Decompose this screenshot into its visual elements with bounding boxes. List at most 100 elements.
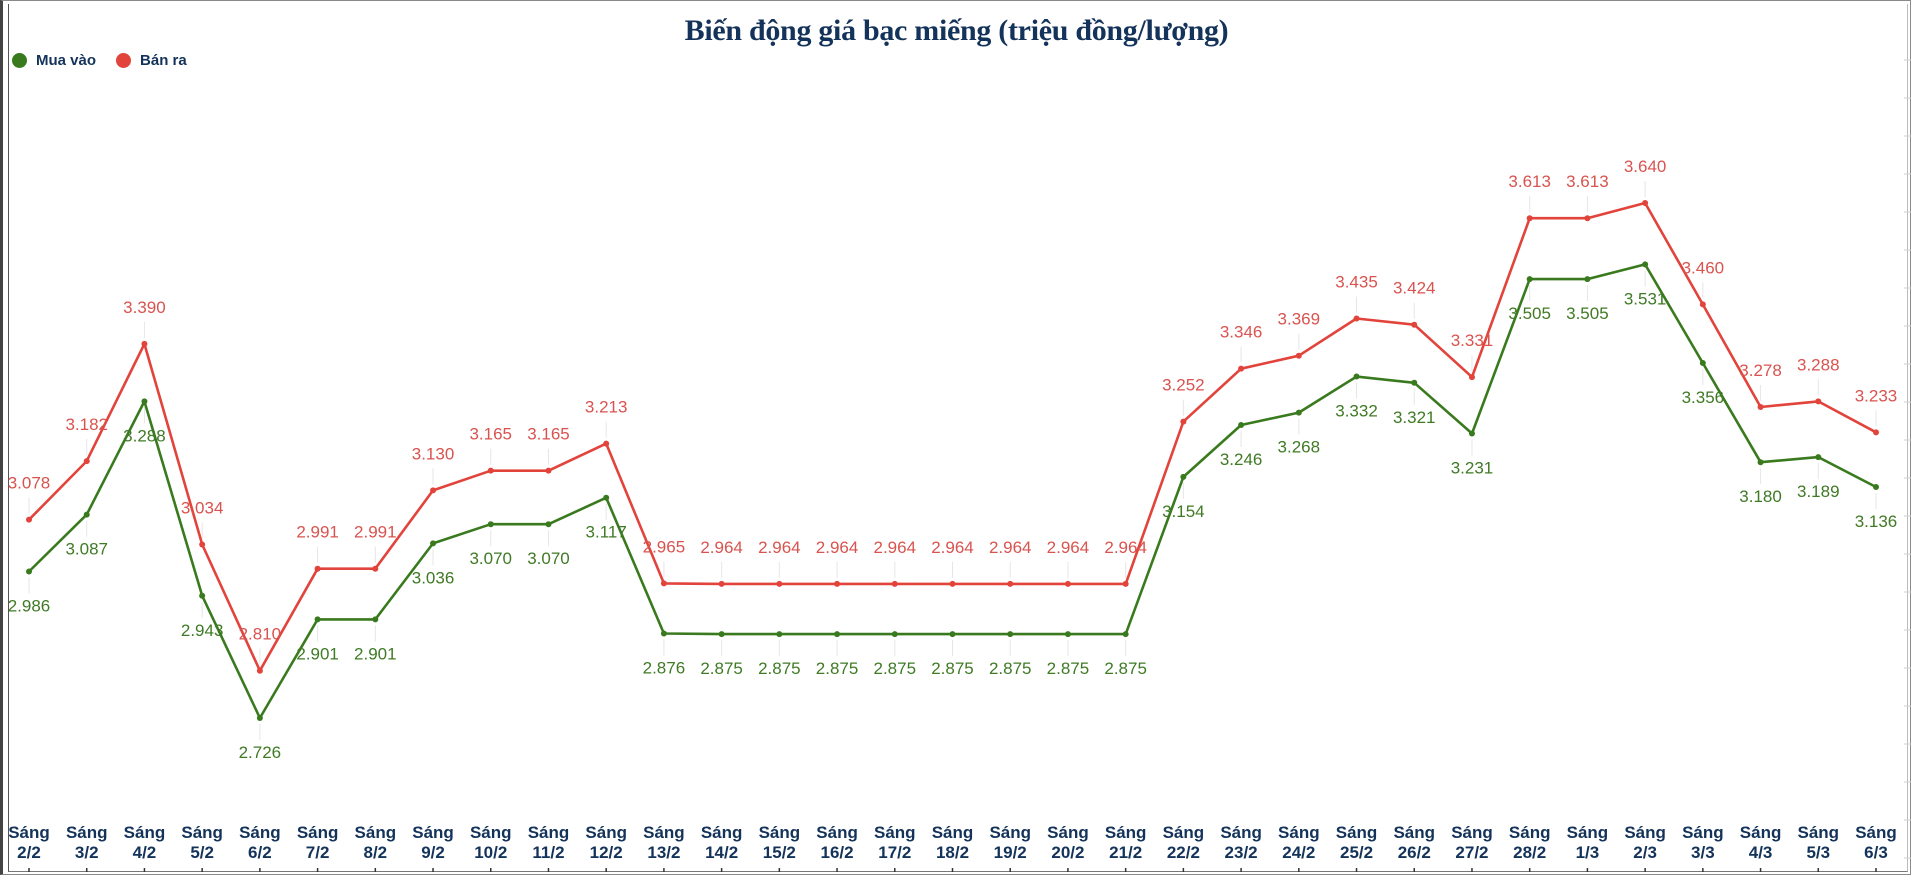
data-point[interactable] [372,565,379,572]
buy-value-label: 3.231 [1451,458,1494,477]
sell-value-label: 2.964 [931,538,974,557]
data-point[interactable] [141,398,148,405]
buy-value-label: 2.875 [989,659,1032,678]
data-point[interactable] [372,616,379,623]
buy-value-label: 3.288 [123,426,166,445]
data-point[interactable] [1411,379,1418,386]
data-point[interactable] [1122,631,1129,638]
data-point[interactable] [1007,631,1014,638]
data-point[interactable] [1238,422,1245,429]
data-point[interactable] [1007,580,1014,587]
data-point[interactable] [1526,215,1533,222]
sell-value-label: 2.964 [874,538,917,557]
data-point[interactable] [949,580,956,587]
legend-item-sell[interactable]: Bán ra [116,52,187,69]
data-point[interactable] [256,667,263,674]
data-point[interactable] [545,467,552,474]
sell-value-label: 3.435 [1335,273,1378,292]
data-point[interactable] [199,541,206,548]
data-point[interactable] [1295,409,1302,416]
x-axis-label: Sáng [528,823,570,842]
data-point[interactable] [834,631,841,638]
data-point[interactable] [1642,200,1649,206]
buy-value-label: 3.332 [1335,402,1378,421]
data-point[interactable] [1180,473,1187,480]
data-point[interactable] [1699,301,1706,308]
data-point[interactable] [83,458,90,465]
data-point[interactable] [1411,321,1418,328]
data-point[interactable] [1873,429,1879,436]
data-point[interactable] [1353,373,1360,380]
data-point[interactable] [834,580,841,587]
data-point[interactable] [1353,315,1360,322]
data-point[interactable] [1468,430,1475,437]
data-point[interactable] [718,631,725,638]
data-point[interactable] [1699,360,1706,367]
data-point[interactable] [256,715,263,722]
data-point[interactable] [1064,580,1071,587]
data-point[interactable] [776,580,783,587]
data-point[interactable] [949,631,956,638]
data-point[interactable] [1064,631,1071,638]
data-point[interactable] [660,630,667,637]
data-point[interactable] [487,467,494,474]
data-point[interactable] [1295,352,1302,359]
sell-value-label: 3.640 [1624,157,1667,176]
data-point[interactable] [487,521,494,528]
buy-value-label: 2.943 [181,621,224,640]
x-axis-label: Sáng [989,823,1031,842]
sell-value-label: 3.424 [1393,279,1436,298]
buy-value-label: 3.070 [469,549,512,568]
legend-item-buy[interactable]: Mua vào [12,52,96,69]
data-point[interactable] [1815,454,1822,461]
data-point[interactable] [1757,403,1764,410]
data-point[interactable] [891,580,898,587]
data-point[interactable] [1642,261,1649,268]
data-point[interactable] [1584,276,1591,283]
data-point[interactable] [891,631,898,638]
buy-value-label: 2.986 [8,597,51,616]
data-point[interactable] [430,540,437,547]
legend-dot-icon [12,53,27,68]
data-point[interactable] [83,511,90,518]
data-point[interactable] [26,516,32,523]
x-axis-label: Sáng [1798,823,1840,842]
x-axis-label: 13/2 [647,843,680,862]
sell-value-label: 3.278 [1739,361,1782,380]
data-point[interactable] [660,580,667,587]
data-point[interactable] [430,487,437,494]
buy-value-label: 2.726 [239,743,282,762]
buy-value-label: 3.189 [1797,482,1840,501]
data-point[interactable] [603,440,610,447]
data-point[interactable] [1122,580,1129,587]
data-point[interactable] [603,494,610,501]
x-axis-label: Sáng [181,823,223,842]
data-point[interactable] [26,568,32,575]
data-point[interactable] [776,631,783,638]
buy-value-label: 3.154 [1162,502,1205,521]
data-point[interactable] [141,340,148,347]
x-axis-label: 19/2 [994,843,1027,862]
data-point[interactable] [718,580,725,587]
x-axis-label: Sáng [470,823,512,842]
data-point[interactable] [1757,459,1764,466]
x-axis-label: 4/2 [133,843,157,862]
data-point[interactable] [314,565,321,572]
x-axis-label: Sáng [124,823,166,842]
sell-value-label: 3.288 [1797,355,1840,374]
buy-value-label: 2.901 [354,644,397,663]
data-point[interactable] [314,616,321,623]
x-axis-label: Sáng [1451,823,1493,842]
data-point[interactable] [1180,418,1187,425]
data-point[interactable] [545,521,552,528]
data-point[interactable] [199,592,206,599]
data-point[interactable] [1468,374,1475,381]
buy-value-label: 2.875 [700,659,743,678]
data-point[interactable] [1238,365,1245,372]
data-point[interactable] [1815,398,1822,405]
data-point[interactable] [1526,276,1533,283]
buy-value-label: 3.505 [1508,304,1551,323]
sell-value-label: 3.165 [469,425,512,444]
data-point[interactable] [1873,484,1879,491]
data-point[interactable] [1584,215,1591,222]
